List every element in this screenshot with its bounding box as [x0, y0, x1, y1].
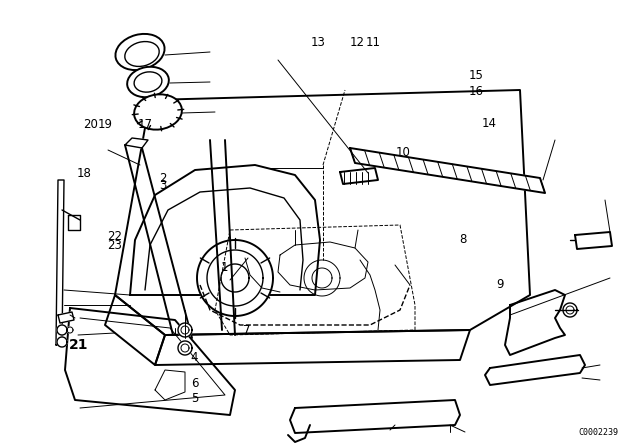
Polygon shape [350, 148, 545, 193]
Text: 23: 23 [108, 239, 122, 252]
Polygon shape [563, 303, 577, 317]
Text: 1: 1 [221, 261, 228, 275]
Polygon shape [505, 290, 565, 355]
Polygon shape [178, 323, 192, 337]
Text: 10: 10 [396, 146, 410, 159]
Polygon shape [181, 326, 189, 334]
Polygon shape [56, 180, 64, 345]
Text: 11: 11 [366, 36, 381, 49]
Polygon shape [155, 370, 185, 400]
Text: 9: 9 [496, 278, 504, 291]
Polygon shape [181, 344, 189, 352]
Text: 3: 3 [159, 179, 166, 193]
Ellipse shape [134, 95, 182, 129]
Polygon shape [67, 327, 73, 333]
Polygon shape [485, 355, 585, 385]
Text: C0002239: C0002239 [578, 427, 618, 436]
Polygon shape [115, 90, 530, 335]
Ellipse shape [134, 72, 162, 92]
Text: 5: 5 [191, 392, 198, 405]
Polygon shape [58, 312, 74, 323]
Polygon shape [340, 168, 378, 184]
Polygon shape [304, 260, 340, 296]
Text: 14: 14 [481, 116, 496, 130]
Polygon shape [57, 325, 67, 335]
Text: 18: 18 [77, 167, 92, 181]
Polygon shape [130, 165, 320, 295]
Text: 21: 21 [69, 338, 88, 352]
Ellipse shape [115, 34, 164, 70]
Text: 15: 15 [468, 69, 483, 82]
Polygon shape [178, 341, 192, 355]
Text: 17: 17 [138, 118, 152, 131]
Text: 12: 12 [350, 36, 365, 49]
Polygon shape [155, 330, 470, 365]
Polygon shape [290, 400, 460, 433]
Polygon shape [125, 138, 148, 148]
Polygon shape [57, 337, 67, 347]
Text: 2: 2 [159, 172, 166, 185]
Polygon shape [566, 306, 574, 314]
Text: 19: 19 [97, 118, 112, 131]
Text: 7: 7 [243, 324, 251, 337]
Ellipse shape [127, 67, 169, 97]
Polygon shape [68, 215, 80, 230]
Text: 8: 8 [460, 233, 467, 246]
Polygon shape [207, 250, 263, 306]
Polygon shape [65, 308, 235, 415]
Polygon shape [221, 264, 249, 292]
Text: 16: 16 [468, 85, 483, 99]
Polygon shape [197, 240, 273, 316]
Text: 13: 13 [310, 36, 325, 49]
Polygon shape [312, 268, 332, 288]
Text: 22: 22 [108, 230, 122, 243]
Text: 4: 4 [191, 351, 198, 364]
Ellipse shape [125, 42, 159, 66]
Polygon shape [575, 232, 612, 249]
Text: 6: 6 [191, 376, 198, 390]
Text: 20: 20 [83, 118, 98, 131]
Polygon shape [105, 295, 165, 365]
